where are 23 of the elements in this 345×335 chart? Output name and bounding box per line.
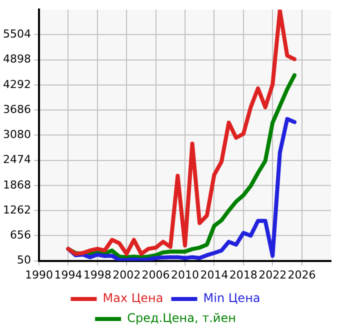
x-tick-label: 2022	[258, 268, 287, 282]
y-tick-label: 1262	[2, 203, 31, 216]
x-tick-label: 2006	[142, 268, 170, 282]
x-tick-label: 2018	[229, 268, 258, 282]
y-tick-label: 50	[16, 254, 31, 267]
legend-label: Сред.Цена, т.йен	[127, 311, 236, 326]
x-tick-label: 1990	[24, 268, 53, 282]
y-tick-label: 2474	[2, 153, 31, 166]
y-tick-label: 3080	[2, 128, 31, 142]
x-tick-label: 2002	[112, 268, 141, 282]
x-tick-label: 1998	[83, 268, 112, 282]
x-tick-label: 1994	[54, 268, 82, 282]
y-tick-label: 4292	[2, 78, 31, 91]
x-tick-label: 2026	[288, 268, 316, 282]
y-tick-label: 656	[10, 228, 31, 242]
y-tick-label: 4898	[2, 52, 31, 66]
y-tick-label: 1868	[2, 178, 31, 192]
legend-label: Max Цена	[102, 291, 164, 306]
x-tick-label: 2010	[170, 268, 199, 282]
x-tick-label: 2014	[200, 268, 228, 282]
legend-label: Min Цена	[203, 291, 260, 306]
y-tick-label: 3686	[2, 102, 31, 116]
y-tick-label: 5504	[2, 28, 31, 41]
